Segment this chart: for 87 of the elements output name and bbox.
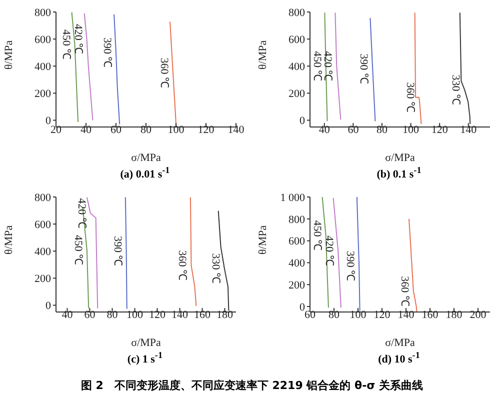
x-tick-label: 80 bbox=[106, 308, 118, 321]
x-tick-label: 20 bbox=[50, 124, 62, 136]
x-axis-title: σ/MPa bbox=[131, 337, 161, 349]
x-tick-label: 100 bbox=[126, 308, 144, 321]
y-tick-label: 400 bbox=[34, 61, 52, 74]
y-tick-label: 0 bbox=[46, 115, 52, 128]
y-tick-label: 800 bbox=[288, 214, 306, 226]
text: 450 ℃ bbox=[60, 29, 72, 60]
x-tick-label: 160 bbox=[194, 308, 211, 321]
y-tick-label: 400 bbox=[34, 246, 52, 258]
x-tick-label: 140 bbox=[460, 124, 478, 136]
text: (d) 10 s$^{-1}$ bbox=[377, 350, 421, 366]
x-tick-label: 60 bbox=[84, 308, 96, 321]
text: 390 ℃ bbox=[344, 250, 356, 282]
line-series bbox=[114, 14, 120, 125]
text: 330 ℃ bbox=[450, 74, 462, 106]
x-axis-title: σ/MPa bbox=[385, 152, 415, 164]
text: (c) 1 s$^{-1}$ bbox=[126, 350, 164, 366]
text: (a) 0.01 s$^{-1}$ bbox=[119, 165, 171, 181]
line-series bbox=[408, 218, 418, 312]
x-tick-label: 80 bbox=[376, 124, 388, 136]
line-series bbox=[84, 12, 94, 121]
x-tick-label: 140 bbox=[228, 124, 245, 136]
y-tick-label: 200 bbox=[34, 273, 52, 286]
x-tick-label: 100 bbox=[402, 124, 420, 136]
y-axis-title: θ/MPa bbox=[256, 40, 269, 70]
y-tick-label: 600 bbox=[288, 236, 306, 248]
x-tick-label: 60 bbox=[304, 308, 316, 321]
text: 420 ℃ bbox=[323, 236, 336, 266]
y-tick-label: 0 bbox=[300, 115, 306, 128]
x-tick-label: 140 bbox=[172, 308, 188, 321]
line-series bbox=[190, 197, 197, 306]
x-tick-label: 140 bbox=[398, 308, 415, 321]
caption: 图 2 不同变形温度、不同应变速率下 2219 铝合金的 θ-σ 关系曲线 bbox=[80, 378, 424, 393]
x-tick-label: 60 bbox=[348, 124, 360, 136]
y-tick-label: 1 000 bbox=[280, 192, 306, 204]
x-tick-label: 40 bbox=[62, 308, 74, 321]
text: 390 ℃ bbox=[101, 37, 113, 68]
x-tick-label: 100 bbox=[168, 124, 185, 136]
x-tick-label: 120 bbox=[374, 308, 391, 321]
text: 390 ℃ bbox=[358, 54, 370, 84]
x-axis-title: σ/MPa bbox=[385, 337, 415, 349]
x-tick-label: 80 bbox=[140, 124, 152, 136]
y-axis-title: θ/MPa bbox=[2, 225, 15, 254]
x-tick-label: 180 bbox=[216, 308, 234, 321]
y-tick-label: 800 bbox=[34, 6, 52, 19]
y-tick-label: 600 bbox=[288, 34, 306, 46]
x-tick-label: 60 bbox=[110, 124, 122, 136]
x-tick-label: 40 bbox=[318, 124, 330, 136]
text: 390 ℃ bbox=[111, 236, 124, 266]
y-tick-label: 200 bbox=[288, 88, 306, 100]
text: 450 ℃ bbox=[72, 234, 84, 266]
y-tick-label: 400 bbox=[288, 258, 306, 270]
text: 360 ℃ bbox=[176, 250, 188, 280]
text: 360 ℃ bbox=[404, 82, 416, 112]
y-tick-label: 200 bbox=[288, 280, 306, 292]
x-tick-label: 120 bbox=[431, 124, 448, 136]
y-tick-label: 400 bbox=[288, 61, 306, 74]
text: 420 ℃ bbox=[75, 198, 88, 228]
text: 360 ℃ bbox=[158, 58, 170, 88]
text: 450 ℃ bbox=[310, 220, 323, 250]
x-axis-title: σ/MPa bbox=[131, 152, 161, 164]
y-tick-label: 800 bbox=[288, 6, 306, 19]
x-tick-label: 80 bbox=[328, 308, 340, 321]
line-series bbox=[414, 12, 422, 125]
x-tick-label: 160 bbox=[422, 308, 439, 321]
text: 330 ℃ bbox=[209, 253, 222, 284]
x-tick-label: 120 bbox=[149, 308, 166, 321]
y-tick-label: 600 bbox=[34, 218, 52, 231]
text: 360 ℃ bbox=[398, 276, 410, 306]
text: 420 ℃ bbox=[322, 50, 334, 82]
text: (b) 0.1 s$^{-1}$ bbox=[376, 165, 422, 181]
x-tick-label: 120 bbox=[198, 124, 215, 136]
x-tick-label: 180 bbox=[446, 308, 463, 321]
x-tick-label: 100 bbox=[350, 308, 367, 321]
y-tick-label: 0 bbox=[300, 301, 306, 314]
y-tick-label: 0 bbox=[46, 300, 52, 312]
x-tick-label: 40 bbox=[80, 124, 92, 136]
text: 420 ℃ bbox=[72, 24, 84, 54]
line-series bbox=[86, 197, 98, 309]
y-tick-label: 600 bbox=[34, 34, 52, 46]
y-axis-title: θ/MPa bbox=[2, 40, 15, 70]
text: 450 ℃ bbox=[310, 50, 323, 82]
y-tick-label: 200 bbox=[34, 88, 52, 100]
y-tick-label: 800 bbox=[34, 192, 52, 204]
y-axis-title: θ/MPa bbox=[256, 225, 269, 254]
x-tick-label: 200 bbox=[470, 308, 487, 321]
